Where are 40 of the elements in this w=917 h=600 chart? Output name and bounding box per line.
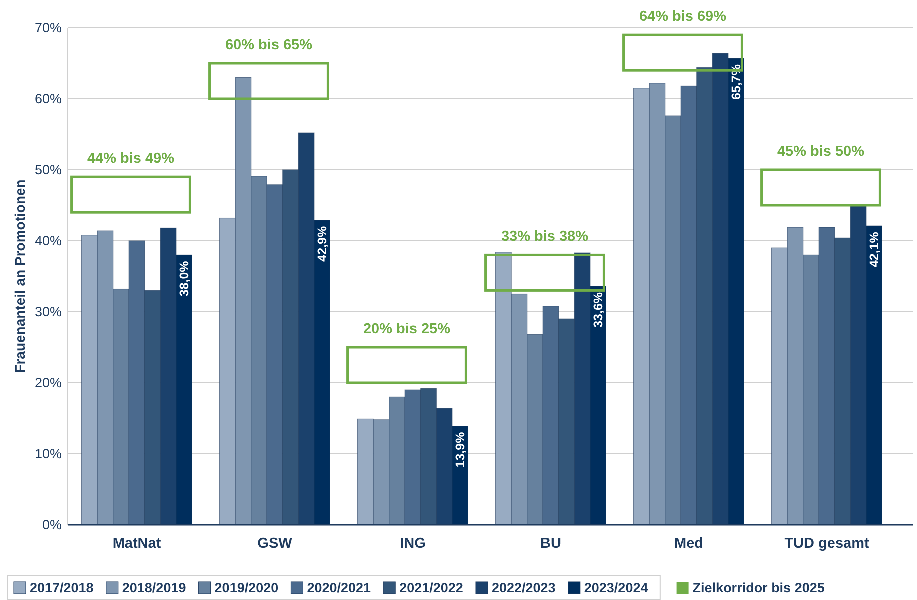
y-tick-label: 20% [34,376,62,390]
legend-label: 2020/2021 [307,580,372,596]
y-tick-label: 30% [34,304,62,320]
y-tick-label: 0% [42,518,62,532]
y-tick-label: 60% [34,92,62,106]
data-label: 42,9% [315,226,330,262]
data-label: 38,0% [177,261,192,297]
legend-label: 2018/2019 [122,580,186,596]
y-tick-label: 40% [34,234,62,248]
annotation: 45% bis 50% [777,144,865,160]
bar [208,62,330,100]
annotation: 33% bis 38% [501,229,589,246]
x-tick-label: BU [540,536,562,552]
y-axis-title: Frauenanteil an Promotionen [12,180,28,374]
data-label: 42,1% [867,232,882,268]
annotation: 64% bis 69% [639,9,727,26]
data-label: 13,9% [453,432,468,468]
legend-label: 2021/2022 [400,580,464,596]
annotation: 20% bis 25% [363,322,451,338]
bar [346,346,468,384]
x-tick-label: Med [674,536,704,552]
y-tick-label: 50% [34,162,62,178]
data-label: 33,6% [591,292,606,328]
x-tick-label: TUD gesamt [784,536,870,552]
x-tick-label: GSW [258,536,293,552]
legend-label: 2017/2018 [30,580,94,596]
legend-label: 2019/2020 [214,580,279,596]
data-label: 65,7% [729,64,744,100]
x-tick-label: MatNat [112,536,162,552]
y-tick-label: 70% [34,20,62,36]
x-tick-label: ING [400,536,426,552]
bar [760,168,882,207]
y-tick-label: 10% [34,446,62,462]
legend-label: 2022/2023 [492,580,556,596]
legend-label: 2023/2024 [584,580,649,596]
bar [70,176,192,214]
annotation: 60% bis 65% [225,38,313,54]
bar [484,254,606,292]
annotation: 44% bis 49% [87,151,175,168]
legend-label: Zielkorridor bis 2025 [692,580,826,596]
